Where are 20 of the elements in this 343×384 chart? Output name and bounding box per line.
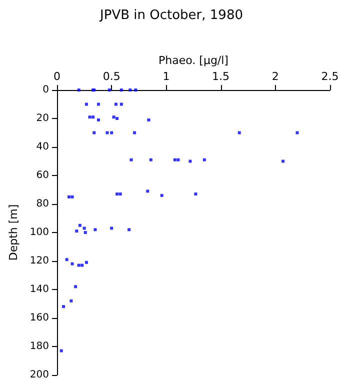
y-tick-label: 180 xyxy=(30,341,49,352)
y-tick-label: 140 xyxy=(30,284,49,295)
x-tick-label: 1.5 xyxy=(212,70,230,83)
chart-title: JPVB in October, 1980 xyxy=(99,8,243,23)
y-tick-label: 120 xyxy=(30,256,49,266)
x-tick-label: 2.5 xyxy=(321,70,339,83)
y-tick-label: 200 xyxy=(30,370,49,380)
y-tick-label: 100 xyxy=(30,227,49,238)
y-axis-title: Depth [m] xyxy=(7,204,20,261)
x-tick-label: 1 xyxy=(162,70,170,83)
y-tick-label: 40 xyxy=(36,142,49,152)
y-tick-label: 160 xyxy=(30,312,49,324)
y-tick-label: 80 xyxy=(36,198,49,210)
y-tick-label: 20 xyxy=(36,113,49,124)
y-tick-label: 60 xyxy=(36,170,49,181)
x-tick-label: 0 xyxy=(53,70,60,83)
x-tick-label: 2 xyxy=(272,70,279,83)
x-axis-title: Phaeo. [µg/l] xyxy=(158,54,228,68)
x-tick-label: 0.5 xyxy=(102,70,120,83)
y-tick-label: 0 xyxy=(42,84,49,96)
